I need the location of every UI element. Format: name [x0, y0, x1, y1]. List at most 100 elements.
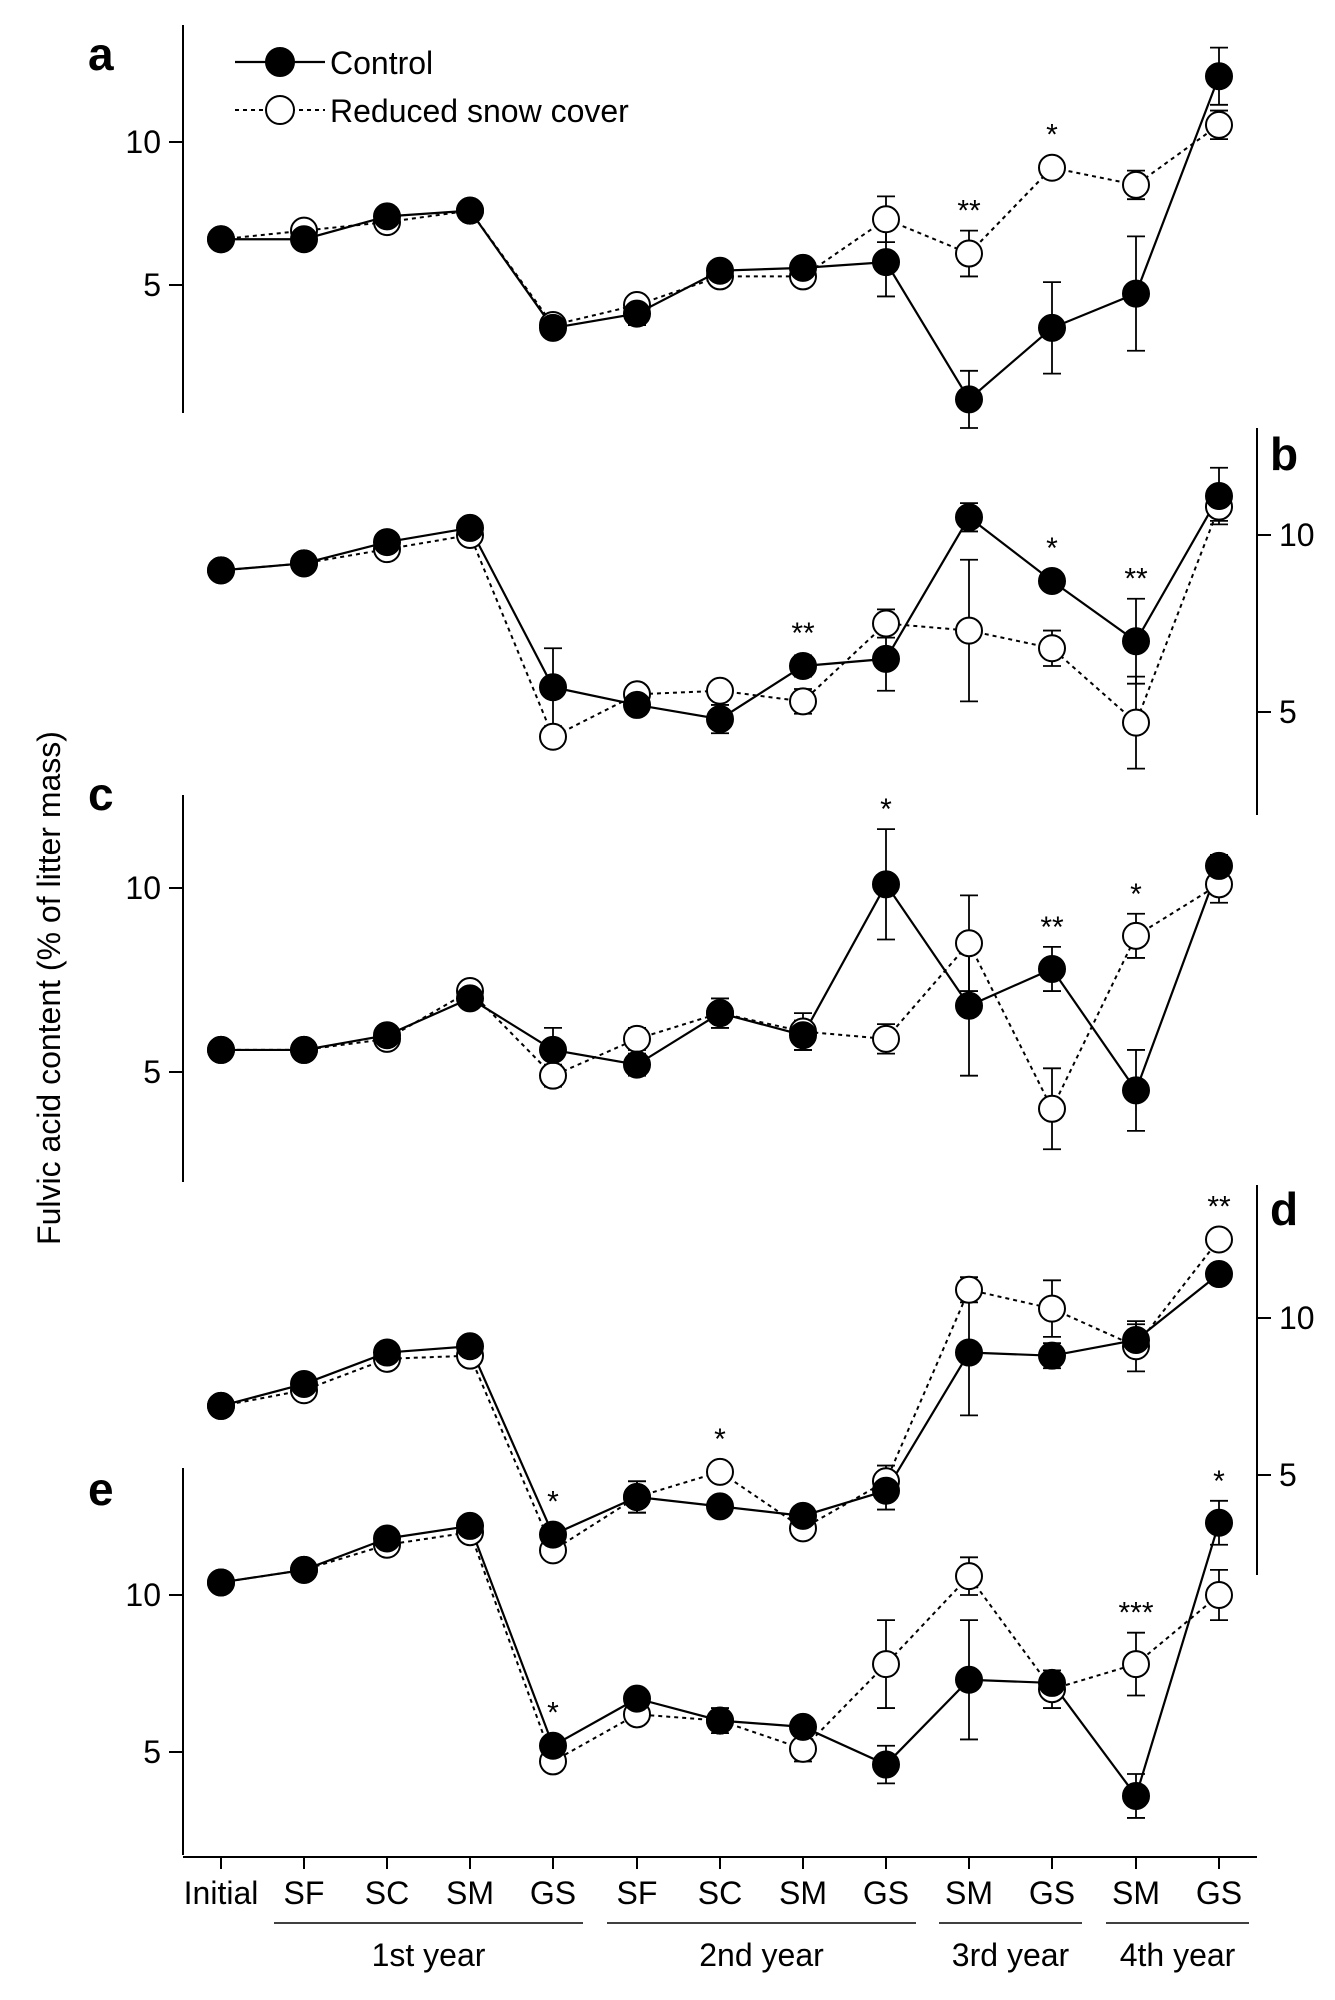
panel-b-control-point — [789, 651, 817, 680]
panel-e-control-point — [456, 1511, 484, 1540]
panel-c-control-point — [1038, 954, 1066, 983]
x-tick-label: SF — [284, 1875, 325, 1911]
panel-letter-e: e — [88, 1463, 114, 1515]
panel-e-control-point — [1122, 1781, 1150, 1810]
panel-letter-b: b — [1270, 428, 1298, 480]
panel-a-y-tick-label: 5 — [143, 267, 161, 303]
panel-c-control-point — [456, 984, 484, 1013]
panel-a-control-point — [1122, 279, 1150, 308]
panel-c-control-point — [207, 1035, 235, 1064]
panel-c-control-point — [373, 1021, 401, 1050]
x-tick-label: Initial — [184, 1875, 259, 1911]
panel-b-control-point — [539, 673, 567, 702]
panel-e-y-tick-label: 10 — [125, 1577, 161, 1613]
panel-b-control-point — [955, 503, 983, 532]
panel-d-control-point — [1038, 1341, 1066, 1370]
panel-e-control-point — [207, 1568, 235, 1597]
panel-b-control-point — [1205, 482, 1233, 511]
panel-e-control-point — [623, 1684, 651, 1713]
panel-d-reduced-point — [955, 1275, 983, 1304]
panel-d-control-point — [290, 1369, 318, 1398]
panel-a-control-point — [1205, 62, 1233, 91]
panel-c-control-point — [290, 1035, 318, 1064]
x-tick-label: GS — [863, 1875, 909, 1911]
y-axis-label: Fulvic acid content (% of litter mass) — [31, 731, 67, 1245]
panel-c-reduced-point — [1038, 1094, 1066, 1123]
x-tick-label: SM — [945, 1875, 993, 1911]
panel-c-reduced-line — [221, 883, 1220, 1112]
x-tick-label: GS — [1029, 1875, 1075, 1911]
panel-c-control-point — [706, 999, 734, 1028]
panel-b-reduced-point — [1122, 708, 1150, 737]
panel-b-reduced-point — [955, 616, 983, 645]
x-tick-label: GS — [1196, 1875, 1242, 1911]
panel-a-control-point — [872, 248, 900, 277]
panel-b-reduced-point — [539, 722, 567, 751]
x-group-label: 3rd year — [952, 1937, 1070, 1973]
panel-d-y-tick-label: 5 — [1279, 1457, 1297, 1493]
panel-d-significance: * — [547, 1486, 559, 1519]
panel-e-control-point — [539, 1731, 567, 1760]
x-tick-label: SM — [446, 1875, 494, 1911]
panel-d-control-point — [955, 1338, 983, 1367]
panel-d-significance: ** — [1207, 1191, 1231, 1224]
panel-e-reduced-point — [955, 1562, 983, 1591]
panel-b-control-point — [373, 528, 401, 557]
panel-e-reduced-point — [872, 1650, 900, 1679]
x-tick-label: SF — [617, 1875, 658, 1911]
panel-e-reduced-point — [1122, 1650, 1150, 1679]
panel-c-control-point — [1122, 1076, 1150, 1105]
panel-e-control-point — [290, 1555, 318, 1584]
panel-c-significance: * — [1130, 878, 1142, 911]
x-group-label: 4th year — [1120, 1937, 1236, 1973]
panel-c-significance: ** — [1040, 911, 1064, 944]
panel-a-control-point — [373, 202, 401, 231]
legend-control-marker — [265, 47, 295, 77]
panel-a-control-point — [789, 253, 817, 282]
panel-a-significance: * — [1046, 119, 1058, 152]
panel-a-control-point — [207, 225, 235, 254]
panel-c-reduced-point — [623, 1024, 651, 1053]
panel-d-reduced-point — [1038, 1294, 1066, 1323]
panel-c-control-point — [955, 991, 983, 1020]
panel-d-y-tick-label: 10 — [1279, 1300, 1315, 1336]
panel-c-reduced-point — [955, 929, 983, 958]
panel-e-significance: *** — [1118, 1597, 1153, 1630]
panel-e-control-point — [789, 1712, 817, 1741]
panel-b-significance: * — [1046, 532, 1058, 565]
panel-letter-d: d — [1270, 1183, 1298, 1235]
panel-d-control-point — [1205, 1260, 1233, 1289]
panel-d-reduced-point — [706, 1457, 734, 1486]
panel-e-control-point — [955, 1665, 983, 1694]
panel-b-control-point — [706, 705, 734, 734]
panel-a-control-point — [623, 299, 651, 328]
panel-b-control-point — [872, 644, 900, 673]
panel-a-control-point — [539, 313, 567, 342]
panel-e-control-line — [220, 1522, 1221, 1799]
panel-e-control-point — [1038, 1668, 1066, 1697]
panel-c-control-point — [1205, 851, 1233, 880]
panel-a-control-point — [955, 385, 983, 414]
panel-a-control-point — [706, 256, 734, 285]
panel-a-control-point — [290, 225, 318, 254]
panel-b-reduced-point — [1038, 634, 1066, 663]
panel-d-control-point — [207, 1391, 235, 1420]
panel-c-control-point — [539, 1035, 567, 1064]
panel-a-significance: ** — [957, 195, 981, 228]
panel-a-reduced-point — [955, 239, 983, 268]
panel-c-y-tick-label: 5 — [143, 1054, 161, 1090]
panel-b-y-tick-label: 10 — [1279, 517, 1315, 553]
legend: Control Reduced snow cover — [235, 45, 629, 129]
panel-e-reduced-point — [1205, 1581, 1233, 1609]
panel-b-control-point — [456, 513, 484, 542]
panel-c-reduced-point — [872, 1024, 900, 1053]
panel-d-control-point — [789, 1501, 817, 1530]
legend-control-label: Control — [330, 45, 433, 81]
panel-d-control-point — [539, 1520, 567, 1549]
